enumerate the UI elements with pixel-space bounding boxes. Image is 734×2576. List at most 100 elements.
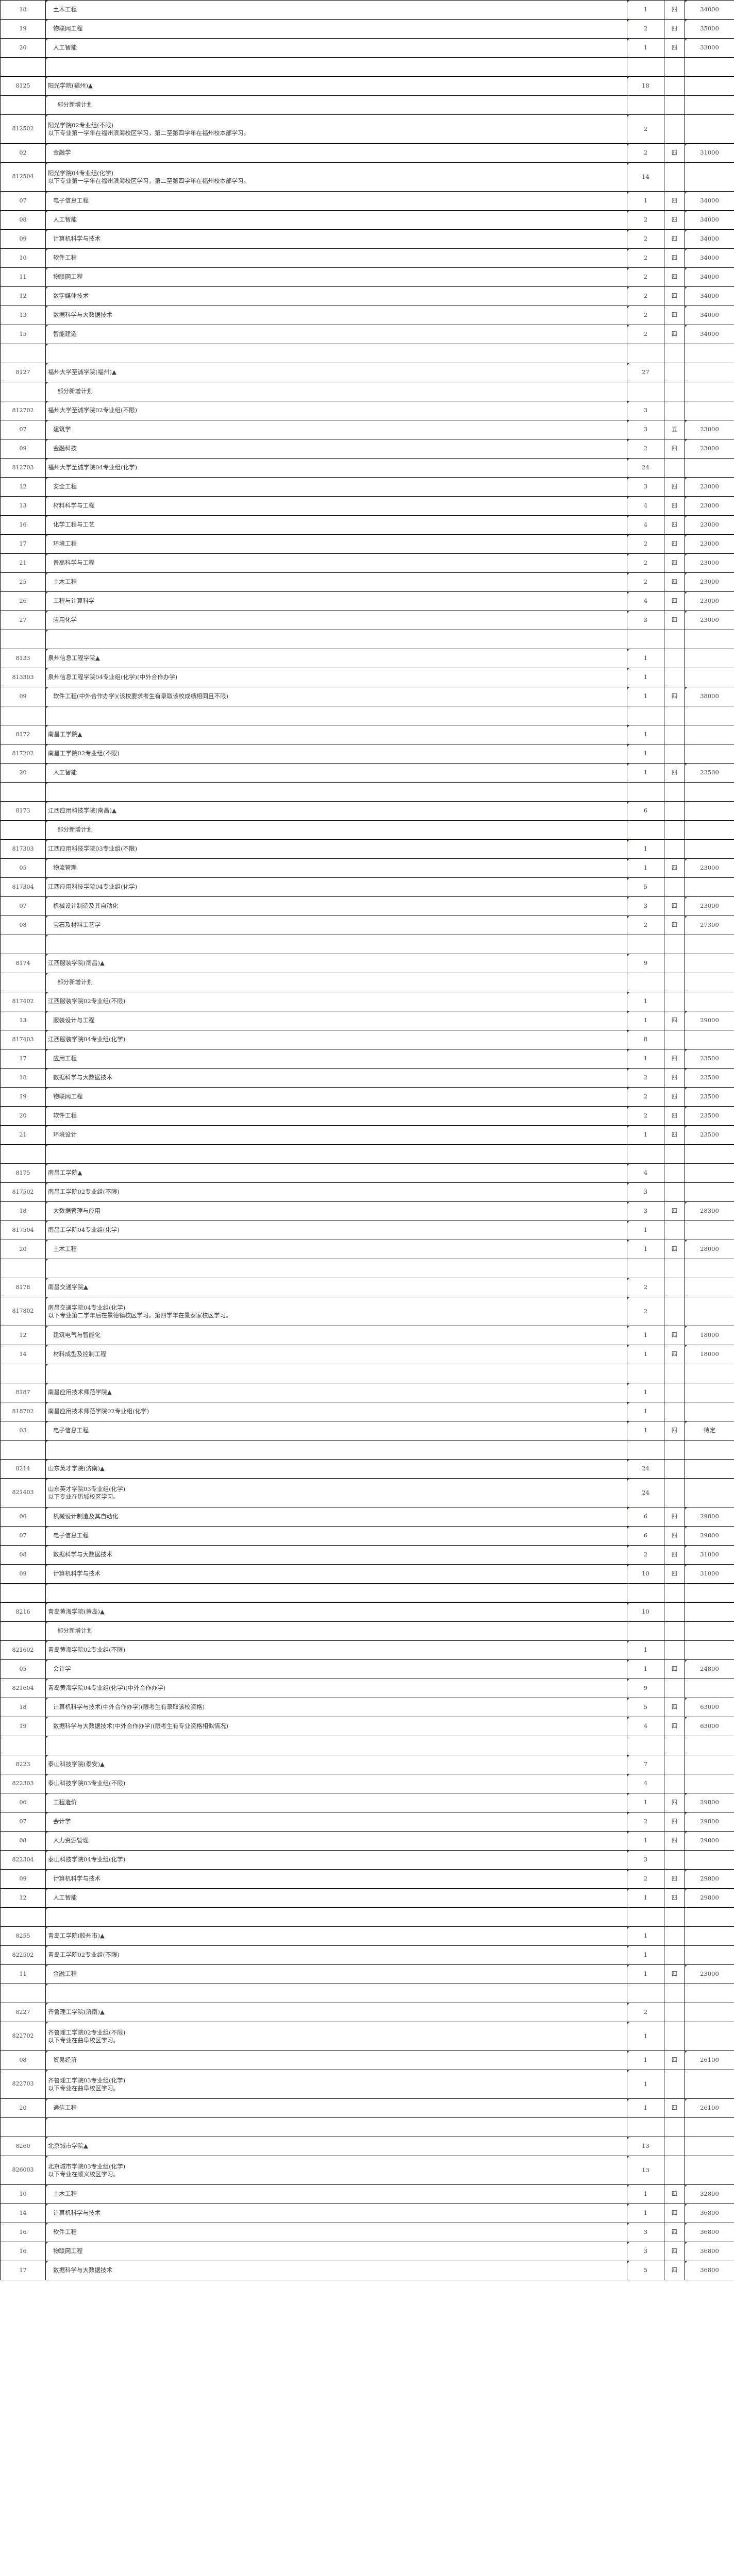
cell-years: 四: [664, 1793, 685, 1812]
cell-plan-count: 2: [627, 1812, 664, 1832]
cell-code: 14: [0, 1345, 46, 1364]
cell-years: [664, 744, 685, 764]
cell-tuition: 23000: [685, 591, 734, 611]
table-row: 07 机械设计制造及其自动化 3 四 23000: [0, 896, 734, 916]
cell-tuition: 34000: [685, 286, 734, 306]
table-row: 16 物联网工程 3 四 36800: [0, 2242, 734, 2261]
note-row: 部分新增计划: [0, 95, 734, 115]
cell-code: [0, 630, 46, 649]
cell-plan-count: 2: [627, 1545, 664, 1565]
cell-years: [664, 57, 685, 77]
cell-tuition: [685, 1221, 734, 1240]
cell-tuition: [685, 2137, 734, 2156]
spacer-row: [0, 1907, 734, 1927]
table-row: 13 数据科学与大数据技术 2 四 34000: [0, 306, 734, 325]
cell-tuition: [685, 1850, 734, 1870]
cell-code: 12: [0, 477, 46, 497]
cell-code: 19: [0, 1717, 46, 1736]
cell-plan-count: 24: [627, 1459, 664, 1479]
cell-name: 江西应用科技学院04专业组(化学): [45, 877, 627, 897]
name-line-1: 南昌交通学院04专业组(化学): [48, 1304, 126, 1312]
cell-plan-count: 6: [627, 801, 664, 821]
school-row: 8174 江西服装学院(南昌)▲ 9: [0, 954, 734, 973]
cell-tuition: 35000: [685, 19, 734, 39]
cell-name: 服装设计与工程: [45, 1011, 627, 1030]
cell-code: 817202: [0, 744, 46, 764]
cell-tuition: 34000: [685, 325, 734, 344]
cell-tuition: [685, 458, 734, 478]
cell-years: [664, 2137, 685, 2156]
name-line-2: 以下专业在曲阜校区学习。: [48, 2084, 119, 2092]
cell-plan-count: 1: [627, 1326, 664, 1345]
cell-name: 江西服装学院02专业组(不限): [45, 992, 627, 1011]
cell-plan-count: 2: [627, 143, 664, 163]
cell-plan-count: [627, 57, 664, 77]
cell-code: 08: [0, 1545, 46, 1565]
cell-name: [45, 782, 627, 802]
cell-name: 福州大学至诚学院02专业组(不限): [45, 401, 627, 420]
cell-name: 福州大学至诚学院(福州)▲: [45, 363, 627, 382]
cell-code: 8255: [0, 1926, 46, 1946]
cell-code: 812502: [0, 114, 46, 144]
cell-name: 数据科学与大数据技术(中外合作办学)(限考生有专业资格相似情况): [45, 1717, 627, 1736]
cell-code: 09: [0, 1564, 46, 1584]
cell-tuition: 34000: [685, 267, 734, 287]
cell-years: [664, 382, 685, 401]
cell-name: 环境工程: [45, 534, 627, 554]
cell-code: 11: [0, 267, 46, 287]
cell-code: 12: [0, 1888, 46, 1908]
cell-code: 06: [0, 1793, 46, 1812]
cell-years: 四: [664, 1201, 685, 1221]
major-group-row: 821403 山东英才学院03专业组(化学) 以下专业在历城校区学习。 24: [0, 1478, 734, 1507]
cell-name: 数字媒体技术: [45, 286, 627, 306]
table-row: 11 金融工程 1 四 23000: [0, 1964, 734, 1984]
major-group-row: 817402 江西服装学院02专业组(不限) 1: [0, 992, 734, 1011]
cell-name: 计算机科学与技术: [45, 1564, 627, 1584]
cell-plan-count: 1: [627, 1345, 664, 1364]
cell-years: 四: [664, 325, 685, 344]
cell-years: 四: [664, 515, 685, 535]
school-row: 8178 南昌交通学院▲ 2: [0, 1278, 734, 1297]
cell-code: 09: [0, 439, 46, 459]
cell-years: 四: [664, 2204, 685, 2223]
cell-name: 江西应用科技学院03专业组(不限): [45, 839, 627, 859]
table-row: 09 计算机科学与技术 10 四 31000: [0, 1564, 734, 1584]
cell-years: 四: [664, 1125, 685, 1145]
cell-name: 土木工程: [45, 1240, 627, 1259]
cell-name: 金融科技: [45, 439, 627, 459]
cell-years: [664, 1583, 685, 1603]
major-group-row: 817504 南昌工学院04专业组(化学) 1: [0, 1221, 734, 1240]
cell-plan-count: [627, 630, 664, 649]
cell-name: [45, 1259, 627, 1278]
cell-name: 青岛黄海学院04专业组(化学)(中外合作办学): [45, 1679, 627, 1698]
cell-years: 四: [664, 1068, 685, 1088]
cell-years: 四: [664, 143, 685, 163]
table-row: 17 应用工程 1 四 23500: [0, 1049, 734, 1069]
cell-years: [664, 2022, 685, 2051]
cell-code: 27: [0, 611, 46, 630]
cell-plan-count: 1: [627, 1888, 664, 1908]
major-group-row: 822304 泰山科技学院04专业组(化学) 3: [0, 1850, 734, 1870]
cell-name: 电子信息工程: [45, 1526, 627, 1546]
cell-plan-count: 1: [627, 1793, 664, 1812]
cell-plan-count: [627, 1364, 664, 1383]
cell-tuition: [685, 2003, 734, 2022]
cell-plan-count: 2: [627, 439, 664, 459]
cell-code: 05: [0, 1659, 46, 1679]
cell-tuition: [685, 2156, 734, 2185]
cell-plan-count: 10: [627, 1564, 664, 1584]
cell-tuition: 29800: [685, 1812, 734, 1832]
cell-tuition: 63000: [685, 1717, 734, 1736]
cell-code: 18: [0, 1068, 46, 1088]
name-line-1: 山东英才学院03专业组(化学): [48, 1485, 126, 1493]
cell-years: 四: [664, 1564, 685, 1584]
table-row: 05 物流管理 1 四 23000: [0, 858, 734, 878]
cell-code: 08: [0, 916, 46, 935]
cell-code: [0, 1259, 46, 1278]
cell-years: 四: [664, 611, 685, 630]
cell-name: 江西服装学院04专业组(化学): [45, 1030, 627, 1049]
cell-years: [664, 839, 685, 859]
cell-years: 四: [664, 1345, 685, 1364]
cell-code: 09: [0, 687, 46, 706]
cell-code: 8175: [0, 1163, 46, 1183]
